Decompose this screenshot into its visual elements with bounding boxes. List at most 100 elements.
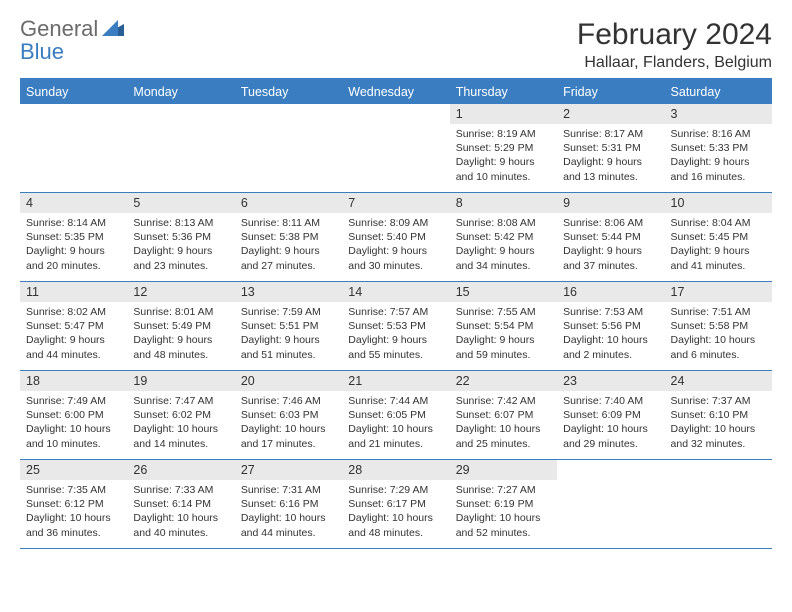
calendar-day: 14Sunrise: 7:57 AMSunset: 5:53 PMDayligh… bbox=[342, 282, 449, 370]
calendar-day: 29Sunrise: 7:27 AMSunset: 6:19 PMDayligh… bbox=[450, 460, 557, 548]
sunset-line: Sunset: 6:07 PM bbox=[456, 408, 551, 422]
weekday-header: Saturday bbox=[665, 80, 772, 104]
calendar: SundayMondayTuesdayWednesdayThursdayFrid… bbox=[20, 78, 772, 549]
sunrise-line: Sunrise: 7:37 AM bbox=[671, 394, 766, 408]
calendar-day: 22Sunrise: 7:42 AMSunset: 6:07 PMDayligh… bbox=[450, 371, 557, 459]
logo-word-1: General bbox=[20, 16, 98, 41]
sunrise-line: Sunrise: 8:13 AM bbox=[133, 216, 228, 230]
day-details: Sunrise: 8:11 AMSunset: 5:38 PMDaylight:… bbox=[235, 213, 342, 276]
sunset-line: Sunset: 6:16 PM bbox=[241, 497, 336, 511]
day-number: 26 bbox=[127, 460, 234, 480]
calendar-day: . bbox=[665, 460, 772, 548]
weekday-header: Monday bbox=[127, 80, 234, 104]
daylight-line: Daylight: 10 hours and 32 minutes. bbox=[671, 422, 766, 450]
sunset-line: Sunset: 5:29 PM bbox=[456, 141, 551, 155]
weekday-header: Wednesday bbox=[342, 80, 449, 104]
calendar-day: . bbox=[20, 104, 127, 192]
day-number: 10 bbox=[665, 193, 772, 213]
day-number: 4 bbox=[20, 193, 127, 213]
day-number: 9 bbox=[557, 193, 664, 213]
sunset-line: Sunset: 6:10 PM bbox=[671, 408, 766, 422]
sunset-line: Sunset: 5:44 PM bbox=[563, 230, 658, 244]
day-details: Sunrise: 7:47 AMSunset: 6:02 PMDaylight:… bbox=[127, 391, 234, 454]
sunrise-line: Sunrise: 7:29 AM bbox=[348, 483, 443, 497]
sunset-line: Sunset: 6:03 PM bbox=[241, 408, 336, 422]
sunset-line: Sunset: 5:40 PM bbox=[348, 230, 443, 244]
sunrise-line: Sunrise: 8:19 AM bbox=[456, 127, 551, 141]
sunrise-line: Sunrise: 7:57 AM bbox=[348, 305, 443, 319]
day-number: 15 bbox=[450, 282, 557, 302]
day-number: 14 bbox=[342, 282, 449, 302]
sunrise-line: Sunrise: 7:49 AM bbox=[26, 394, 121, 408]
calendar-week: ....1Sunrise: 8:19 AMSunset: 5:29 PMDayl… bbox=[20, 104, 772, 193]
sunrise-line: Sunrise: 8:01 AM bbox=[133, 305, 228, 319]
daylight-line: Daylight: 10 hours and 14 minutes. bbox=[133, 422, 228, 450]
sunset-line: Sunset: 5:35 PM bbox=[26, 230, 121, 244]
sunrise-line: Sunrise: 7:47 AM bbox=[133, 394, 228, 408]
day-details: Sunrise: 8:17 AMSunset: 5:31 PMDaylight:… bbox=[557, 124, 664, 187]
calendar-day: . bbox=[557, 460, 664, 548]
sunrise-line: Sunrise: 8:11 AM bbox=[241, 216, 336, 230]
sunrise-line: Sunrise: 7:31 AM bbox=[241, 483, 336, 497]
daylight-line: Daylight: 9 hours and 59 minutes. bbox=[456, 333, 551, 361]
day-details: Sunrise: 7:53 AMSunset: 5:56 PMDaylight:… bbox=[557, 302, 664, 365]
day-details: Sunrise: 7:42 AMSunset: 6:07 PMDaylight:… bbox=[450, 391, 557, 454]
sunset-line: Sunset: 6:00 PM bbox=[26, 408, 121, 422]
day-number: 23 bbox=[557, 371, 664, 391]
day-number: 7 bbox=[342, 193, 449, 213]
calendar-day: . bbox=[127, 104, 234, 192]
sunset-line: Sunset: 5:58 PM bbox=[671, 319, 766, 333]
sunset-line: Sunset: 5:51 PM bbox=[241, 319, 336, 333]
day-number: 2 bbox=[557, 104, 664, 124]
day-number: 19 bbox=[127, 371, 234, 391]
sunrise-line: Sunrise: 7:53 AM bbox=[563, 305, 658, 319]
sunset-line: Sunset: 5:33 PM bbox=[671, 141, 766, 155]
logo: General Blue bbox=[20, 18, 124, 64]
daylight-line: Daylight: 9 hours and 30 minutes. bbox=[348, 244, 443, 272]
sunset-line: Sunset: 5:36 PM bbox=[133, 230, 228, 244]
day-number: 18 bbox=[20, 371, 127, 391]
daylight-line: Daylight: 9 hours and 37 minutes. bbox=[563, 244, 658, 272]
day-details: Sunrise: 7:49 AMSunset: 6:00 PMDaylight:… bbox=[20, 391, 127, 454]
sunset-line: Sunset: 6:19 PM bbox=[456, 497, 551, 511]
sunrise-line: Sunrise: 8:08 AM bbox=[456, 216, 551, 230]
day-details: Sunrise: 7:27 AMSunset: 6:19 PMDaylight:… bbox=[450, 480, 557, 543]
calendar-body: ....1Sunrise: 8:19 AMSunset: 5:29 PMDayl… bbox=[20, 104, 772, 549]
sunrise-line: Sunrise: 7:44 AM bbox=[348, 394, 443, 408]
weekday-header: Thursday bbox=[450, 80, 557, 104]
calendar-day: 5Sunrise: 8:13 AMSunset: 5:36 PMDaylight… bbox=[127, 193, 234, 281]
daylight-line: Daylight: 9 hours and 51 minutes. bbox=[241, 333, 336, 361]
day-number: 12 bbox=[127, 282, 234, 302]
sunrise-line: Sunrise: 7:42 AM bbox=[456, 394, 551, 408]
day-details: Sunrise: 7:46 AMSunset: 6:03 PMDaylight:… bbox=[235, 391, 342, 454]
sunset-line: Sunset: 5:45 PM bbox=[671, 230, 766, 244]
daylight-line: Daylight: 10 hours and 25 minutes. bbox=[456, 422, 551, 450]
sunset-line: Sunset: 6:14 PM bbox=[133, 497, 228, 511]
sunrise-line: Sunrise: 7:46 AM bbox=[241, 394, 336, 408]
calendar-day: 2Sunrise: 8:17 AMSunset: 5:31 PMDaylight… bbox=[557, 104, 664, 192]
calendar-day: 7Sunrise: 8:09 AMSunset: 5:40 PMDaylight… bbox=[342, 193, 449, 281]
day-number: 8 bbox=[450, 193, 557, 213]
day-details: Sunrise: 8:19 AMSunset: 5:29 PMDaylight:… bbox=[450, 124, 557, 187]
sunset-line: Sunset: 5:47 PM bbox=[26, 319, 121, 333]
calendar-day: 9Sunrise: 8:06 AMSunset: 5:44 PMDaylight… bbox=[557, 193, 664, 281]
daylight-line: Daylight: 9 hours and 41 minutes. bbox=[671, 244, 766, 272]
calendar-week: 11Sunrise: 8:02 AMSunset: 5:47 PMDayligh… bbox=[20, 282, 772, 371]
day-number: 11 bbox=[20, 282, 127, 302]
sunset-line: Sunset: 6:09 PM bbox=[563, 408, 658, 422]
page-subtitle: Hallaar, Flanders, Belgium bbox=[577, 54, 772, 72]
sunset-line: Sunset: 5:42 PM bbox=[456, 230, 551, 244]
daylight-line: Daylight: 10 hours and 17 minutes. bbox=[241, 422, 336, 450]
day-details: Sunrise: 8:08 AMSunset: 5:42 PMDaylight:… bbox=[450, 213, 557, 276]
header: General Blue February 2024 Hallaar, Flan… bbox=[20, 18, 772, 72]
sunrise-line: Sunrise: 8:14 AM bbox=[26, 216, 121, 230]
day-number: 21 bbox=[342, 371, 449, 391]
calendar-week: 18Sunrise: 7:49 AMSunset: 6:00 PMDayligh… bbox=[20, 371, 772, 460]
day-details: Sunrise: 7:35 AMSunset: 6:12 PMDaylight:… bbox=[20, 480, 127, 543]
day-details: Sunrise: 7:59 AMSunset: 5:51 PMDaylight:… bbox=[235, 302, 342, 365]
weekday-header: Friday bbox=[557, 80, 664, 104]
calendar-day: 28Sunrise: 7:29 AMSunset: 6:17 PMDayligh… bbox=[342, 460, 449, 548]
day-details: Sunrise: 7:29 AMSunset: 6:17 PMDaylight:… bbox=[342, 480, 449, 543]
daylight-line: Daylight: 10 hours and 6 minutes. bbox=[671, 333, 766, 361]
day-details: Sunrise: 7:40 AMSunset: 6:09 PMDaylight:… bbox=[557, 391, 664, 454]
